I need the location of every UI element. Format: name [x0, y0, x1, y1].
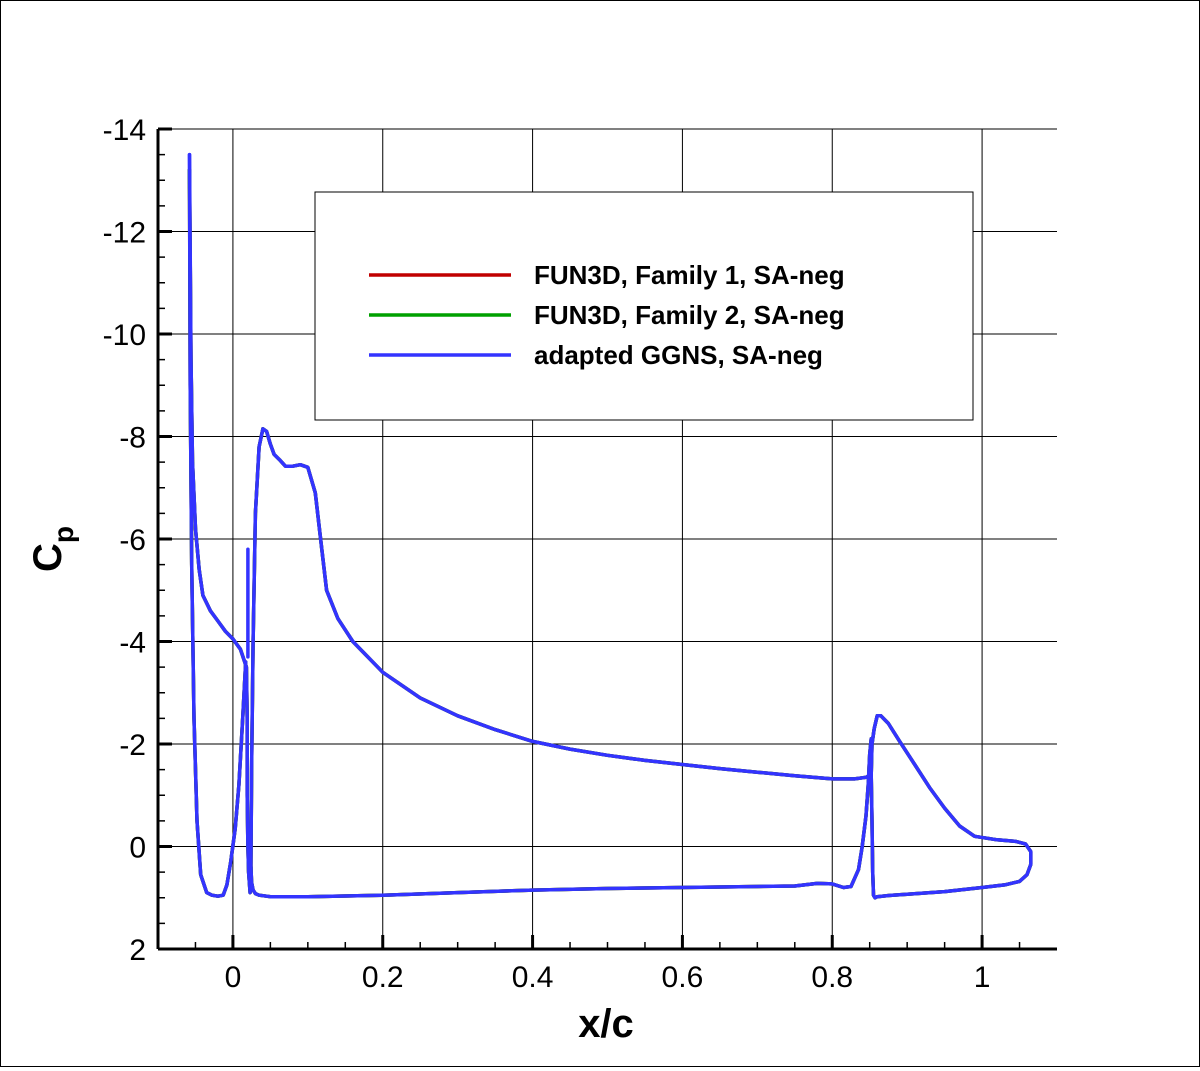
y-tick-label-4: -6 [119, 524, 146, 557]
legend-label-3: adapted GGNS, SA-neg [534, 340, 823, 370]
series-3-line-3 [249, 737, 873, 899]
x-tick-label-1: 0.2 [362, 961, 404, 994]
x-tick-label-4: 0.8 [811, 961, 853, 994]
y-tick-label-1: -12 [103, 217, 146, 250]
axis-ticks [158, 127, 1021, 951]
series-1-line-4 [869, 714, 1033, 900]
y-tick-label-8: 2 [129, 934, 146, 967]
series-2-line-4 [869, 714, 1033, 900]
tick-labels: 0 0.2 0.4 0.6 0.8 1 -14 -12 -10 -8 -6 -4 -2 0 2 [103, 114, 991, 994]
x-tick-label-0: 0 [225, 961, 242, 994]
series-3-line-4 [869, 714, 1033, 900]
grid-lines [158, 128, 1057, 950]
x-tick-label-5: 1 [974, 961, 991, 994]
series-3-line-2 [187, 152, 248, 898]
legend-entries: FUN3D, Family 1, SA-neg FUN3D, Family 2, … [369, 260, 845, 370]
y-tick-label-2: -10 [103, 319, 146, 352]
y-axis-title-subscript: p [48, 526, 79, 543]
y-tick-label-0: -14 [103, 114, 146, 147]
series-2-line-3 [249, 737, 873, 899]
y-tick-label-5: -4 [119, 627, 146, 660]
legend-box [314, 191, 974, 421]
x-tick-label-3: 0.6 [662, 961, 704, 994]
series-lines [187, 152, 1033, 900]
y-tick-label-3: -8 [119, 422, 146, 455]
x-tick-label-2: 0.4 [512, 961, 554, 994]
y-axis-title-main: C [26, 543, 70, 572]
x-axis-title: x/c [578, 1002, 634, 1046]
legend-label-1: FUN3D, Family 1, SA-neg [534, 260, 845, 290]
series-1-line-3 [249, 737, 873, 899]
y-axis-title: Cp [26, 526, 79, 572]
y-tick-label-6: -2 [119, 729, 146, 762]
legend: FUN3D, Family 1, SA-neg FUN3D, Family 2, … [314, 191, 974, 421]
legend-label-2: FUN3D, Family 2, SA-neg [534, 300, 845, 330]
y-tick-label-7: 0 [129, 832, 146, 865]
series-3-line-1 [187, 152, 873, 895]
